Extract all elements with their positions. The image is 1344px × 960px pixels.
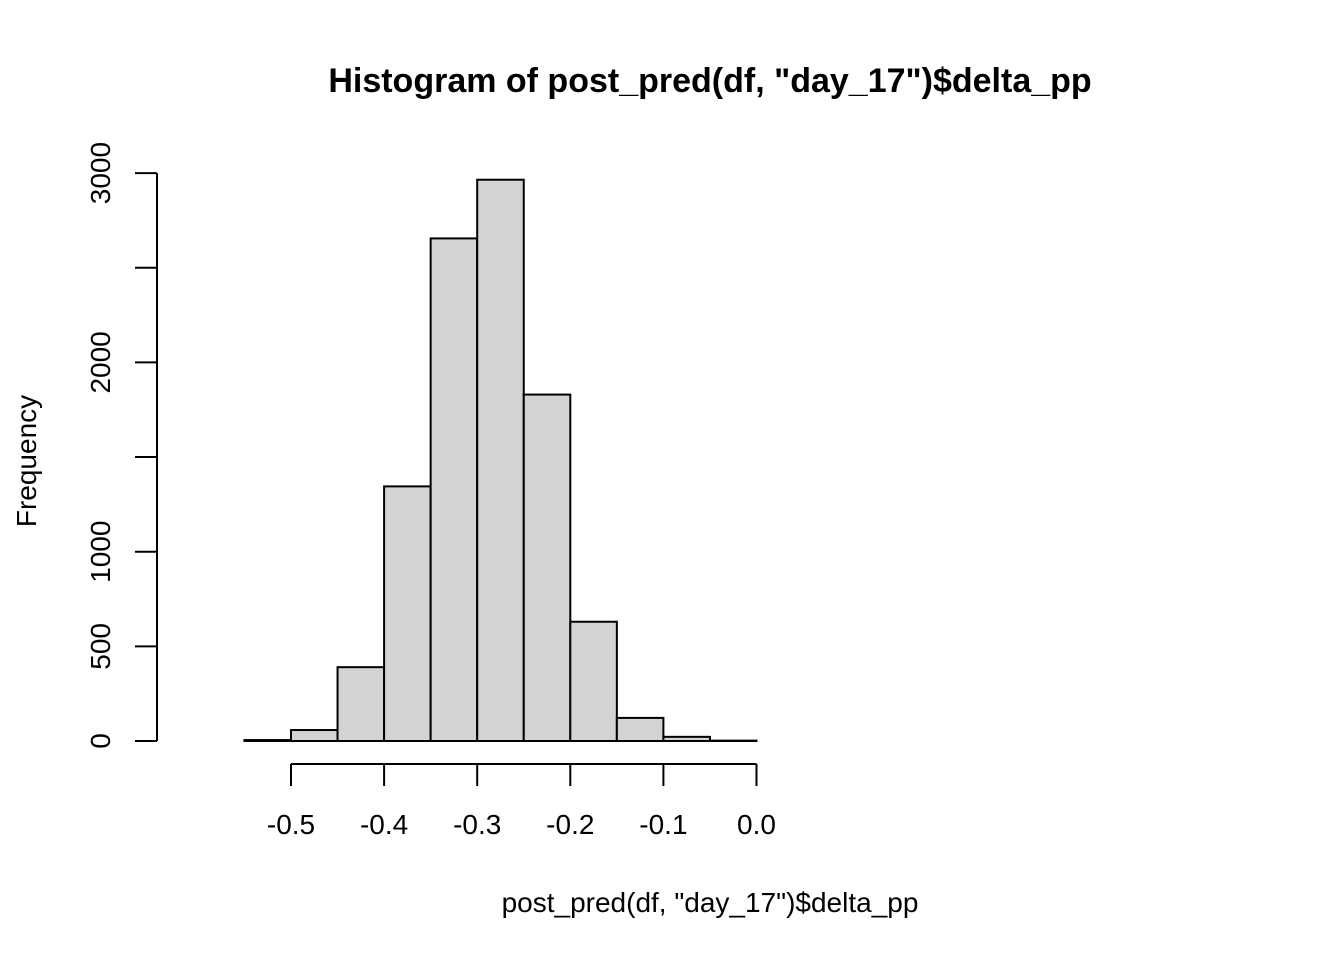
histogram-bar-4 (429, 237, 479, 742)
x-tick-label: -0.5 (267, 809, 315, 840)
y-tick-label: 1000 (85, 521, 116, 583)
y-tick-label: 0 (85, 733, 116, 749)
histogram-bar-9 (662, 735, 711, 743)
histogram-bar-5 (476, 178, 525, 743)
x-tick-label: -0.3 (453, 809, 501, 840)
histogram-bar-7 (569, 620, 618, 742)
histogram-bars (243, 178, 758, 743)
histogram-bar-1 (290, 729, 339, 743)
histogram-bar-6 (522, 393, 572, 742)
x-tick-label: -0.4 (360, 809, 408, 840)
y-axis-label: Frequency (11, 395, 42, 527)
y-tick-label: 2000 (85, 331, 116, 393)
y-tick-label: 3000 (85, 142, 116, 204)
histogram-bar-8 (615, 716, 665, 742)
histogram-bar-3 (383, 485, 432, 743)
histogram-bar-2 (336, 666, 386, 742)
x-axis: -0.5 -0.4 -0.3 -0.2 -0.1 0.0 (267, 763, 776, 840)
chart-title: Histogram of post_pred(df, "day_17")$del… (328, 62, 1091, 100)
x-tick-label: -0.2 (546, 809, 594, 840)
y-tick-label: 500 (85, 623, 116, 670)
x-axis-label: post_pred(df, "day_17")$delta_pp (502, 887, 919, 918)
histogram-bar-0 (243, 739, 292, 742)
x-tick-label: -0.1 (639, 809, 687, 840)
y-axis: 0 500 1000 2000 3000 (85, 142, 158, 749)
x-tick-label: 0.0 (737, 809, 776, 840)
